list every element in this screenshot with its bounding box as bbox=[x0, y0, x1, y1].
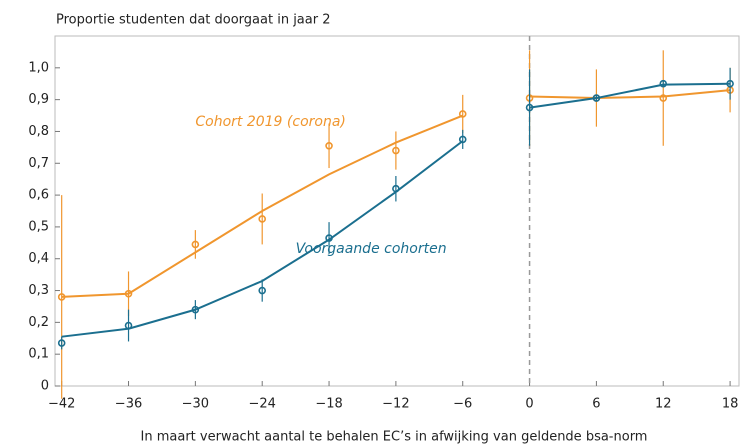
y-tick-label: 0,7 bbox=[28, 156, 49, 171]
fit-line bbox=[529, 89, 731, 100]
fit-line bbox=[529, 82, 731, 109]
point bbox=[726, 79, 734, 88]
series-label: Cohort 2019 (corona) bbox=[195, 114, 346, 130]
x-tick-label: −6 bbox=[453, 397, 472, 412]
point bbox=[191, 305, 200, 314]
point bbox=[458, 110, 467, 118]
y-tick-label: 0,4 bbox=[28, 251, 49, 266]
y-tick-label: 0,8 bbox=[28, 124, 49, 139]
x-tick-label: −18 bbox=[315, 397, 342, 412]
y-tick-label: 0,6 bbox=[28, 188, 49, 203]
point bbox=[191, 240, 200, 249]
y-tick-label: 1,0 bbox=[28, 60, 49, 75]
y-tick-label: 0,1 bbox=[28, 347, 49, 362]
x-axis-label: In maart verwacht aantal te behalen EC’s… bbox=[141, 430, 648, 445]
y-tick-label: 0,3 bbox=[28, 283, 49, 298]
point bbox=[57, 339, 66, 347]
x-tick-label: −24 bbox=[248, 397, 275, 412]
chart-title: Proportie studenten dat doorgaat in jaar… bbox=[56, 13, 331, 28]
point bbox=[458, 135, 467, 144]
point bbox=[258, 215, 267, 223]
series-label: Voorgaande cohorten bbox=[296, 241, 447, 257]
y-tick-label: 0,9 bbox=[28, 92, 49, 107]
y-tick-label: 0,2 bbox=[28, 315, 49, 330]
point bbox=[258, 286, 267, 295]
point bbox=[525, 103, 534, 112]
point bbox=[124, 321, 133, 330]
x-tick-label: 0 bbox=[525, 397, 533, 412]
point bbox=[659, 79, 668, 88]
point bbox=[57, 293, 66, 301]
y-tick-label: 0 bbox=[41, 379, 49, 394]
x-tick-label: −12 bbox=[382, 397, 409, 412]
plot-frame bbox=[54, 35, 740, 387]
x-tick-label: 18 bbox=[722, 397, 739, 412]
x-tick-label: −42 bbox=[48, 397, 75, 412]
y-tick-label: 0,5 bbox=[28, 219, 49, 234]
x-tick-label: −36 bbox=[115, 397, 142, 412]
point bbox=[325, 141, 333, 150]
x-tick-label: −30 bbox=[182, 397, 209, 412]
x-tick-label: 12 bbox=[655, 397, 672, 412]
point bbox=[325, 234, 333, 242]
point bbox=[392, 184, 400, 193]
point bbox=[124, 289, 133, 298]
point bbox=[659, 94, 668, 102]
point bbox=[592, 94, 601, 102]
point bbox=[392, 146, 400, 155]
x-tick-label: 6 bbox=[592, 397, 600, 412]
